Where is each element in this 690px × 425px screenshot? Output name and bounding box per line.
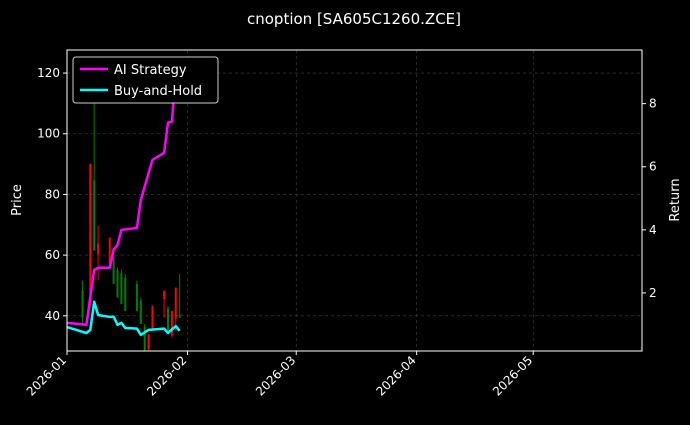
candle-body — [163, 290, 166, 300]
candle-body — [147, 334, 150, 350]
y-right-tick-label: 6 — [649, 160, 657, 174]
candle-body — [89, 163, 92, 304]
candle-body — [135, 283, 138, 311]
legend-label-bh: Buy-and-Hold — [114, 84, 202, 99]
y-tick-label: 100 — [37, 127, 60, 141]
y-tick-label: 60 — [45, 248, 60, 262]
candle-body — [167, 308, 170, 331]
x-tick-label: 2026-01 — [24, 353, 69, 398]
chart-title: cnoption [SA605C1260.ZCE] — [247, 10, 461, 28]
x-tick-label: 2026-03 — [253, 353, 298, 398]
candle-body — [174, 287, 177, 319]
x-tick-label: 2026-02 — [144, 353, 189, 398]
y-right-tick-label: 2 — [649, 286, 657, 300]
y-right-tick-label: 4 — [649, 223, 657, 237]
plot-frame — [66, 49, 643, 352]
candle-body — [120, 273, 123, 304]
candle-body — [97, 243, 100, 254]
candle-body — [124, 277, 127, 311]
y-axis-right-label: Return — [668, 178, 683, 221]
ai-strategy-line — [66, 65, 181, 327]
y-tick-label: 120 — [37, 66, 60, 80]
candle-body — [178, 314, 181, 318]
axes: 2026-01 2026-02 2026-03 2026-04 2026-05 40 60 8… — [24, 66, 657, 399]
y-right-tick-label: 8 — [649, 97, 657, 111]
candle-body — [108, 237, 111, 265]
y-tick-label: 40 — [45, 309, 60, 323]
candle-body — [170, 310, 173, 336]
buy-and-hold-line — [66, 300, 181, 337]
candles — [81, 77, 181, 351]
y-axis-label: Price — [10, 184, 25, 216]
candle-body — [143, 326, 146, 351]
x-tick-label: 2026-04 — [373, 353, 418, 398]
candle-body — [139, 300, 142, 324]
legend-label-ai: AI Strategy — [114, 63, 187, 78]
series-lines — [66, 65, 181, 337]
candle-body — [116, 270, 119, 298]
candle-body — [112, 255, 115, 284]
x-tick-label: 2026-05 — [490, 353, 535, 398]
candle-body — [151, 305, 154, 328]
legend: AI Strategy Buy-and-Hold — [72, 56, 219, 104]
candle-body — [93, 180, 96, 251]
y-tick-label: 80 — [45, 187, 60, 201]
candle-body — [81, 290, 84, 318]
